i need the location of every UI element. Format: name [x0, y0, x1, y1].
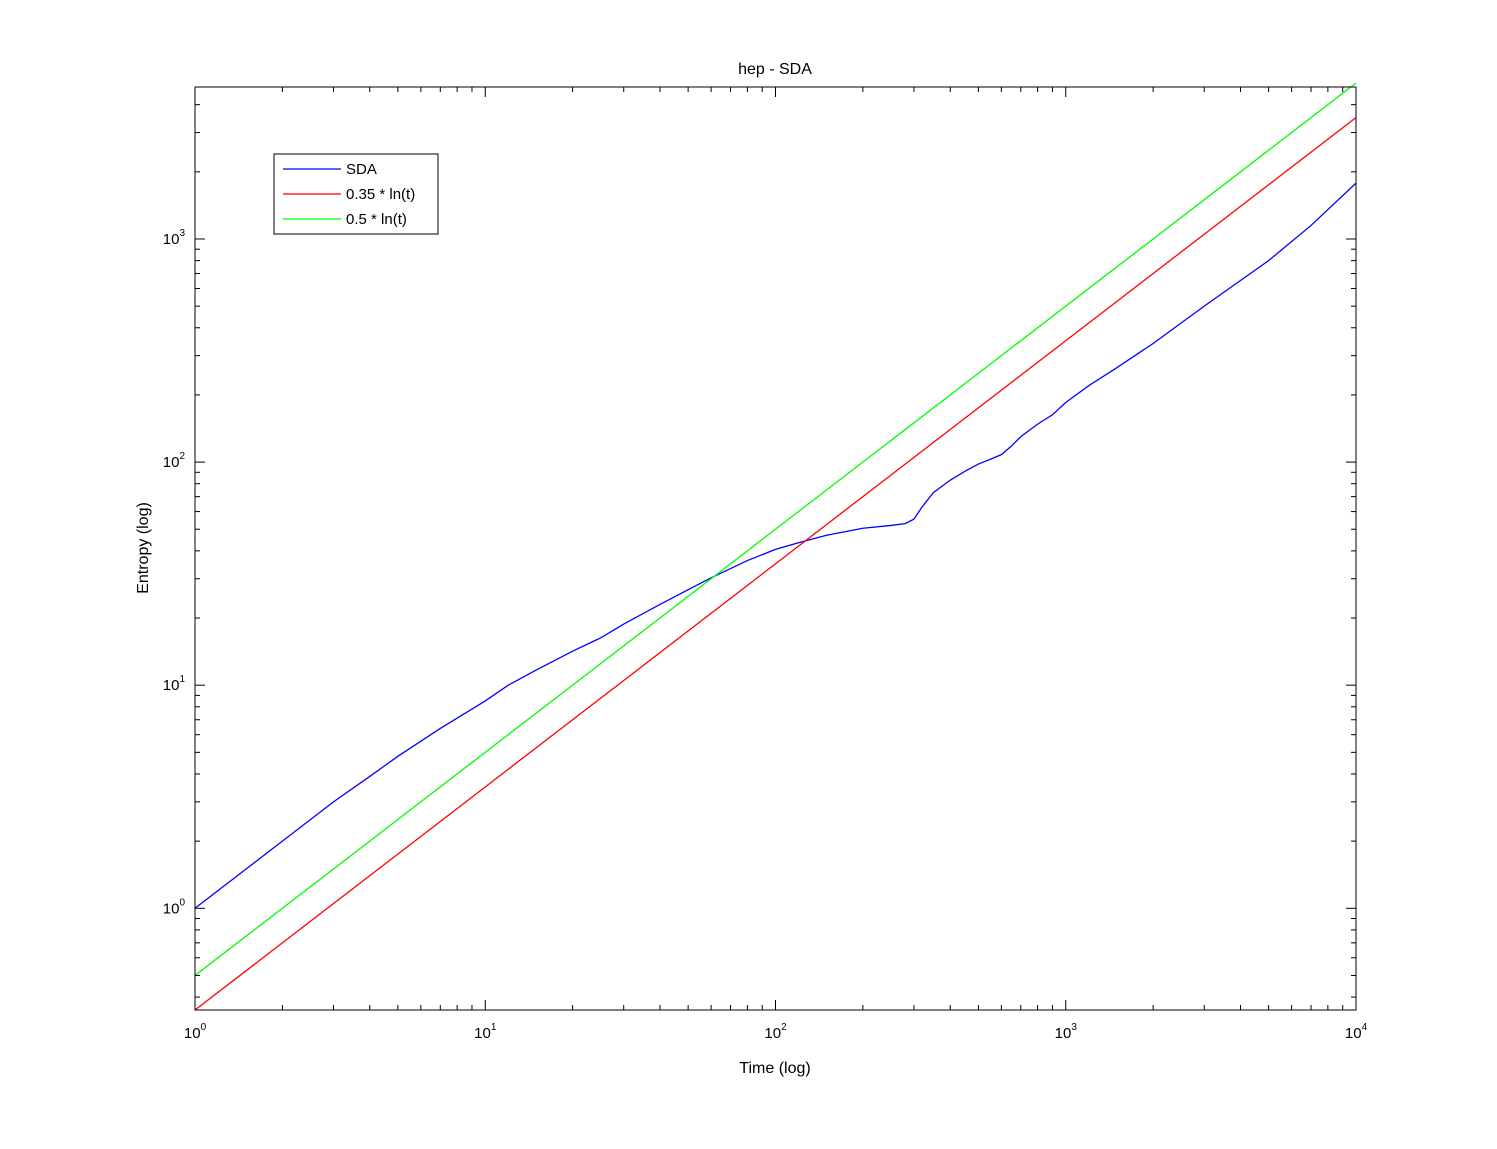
ticks-layer [194, 87, 1357, 1010]
legend-label-0: SDA [346, 161, 377, 178]
plot-frame [194, 86, 1357, 1011]
y-tick-label: 102 [163, 451, 186, 471]
x-tick-label: 103 [1055, 1022, 1078, 1042]
x-tick-label: 101 [474, 1022, 497, 1042]
x-axis-label: Time (log) [739, 1060, 810, 1077]
x-tick-label: 104 [1345, 1022, 1368, 1042]
legend-label-2: 0.5 * ln(t) [346, 211, 407, 228]
series-line-0 [194, 182, 1357, 909]
y-axis-label: Entropy (log) [135, 502, 152, 594]
series-line-2 [194, 82, 1357, 976]
legend: SDA 0.35 * ln(t) 0.5 * ln(t) [273, 153, 439, 235]
x-tick-label: 100 [184, 1022, 207, 1042]
plot-background [195, 87, 1356, 1010]
legend-label-1: 0.35 * ln(t) [346, 186, 415, 203]
y-tick-label: 101 [163, 674, 186, 694]
y-tick-labels: 100 101 102 103 [163, 228, 186, 917]
y-tick-label: 103 [163, 228, 186, 248]
chart-title: hep - SDA [738, 61, 812, 78]
x-tick-label: 102 [764, 1022, 787, 1042]
x-tick-labels: 100 101 102 103 104 [184, 1022, 1368, 1042]
series-line-1 [194, 117, 1357, 1011]
y-tick-label: 100 [163, 897, 186, 917]
series-layer [194, 82, 1357, 1011]
